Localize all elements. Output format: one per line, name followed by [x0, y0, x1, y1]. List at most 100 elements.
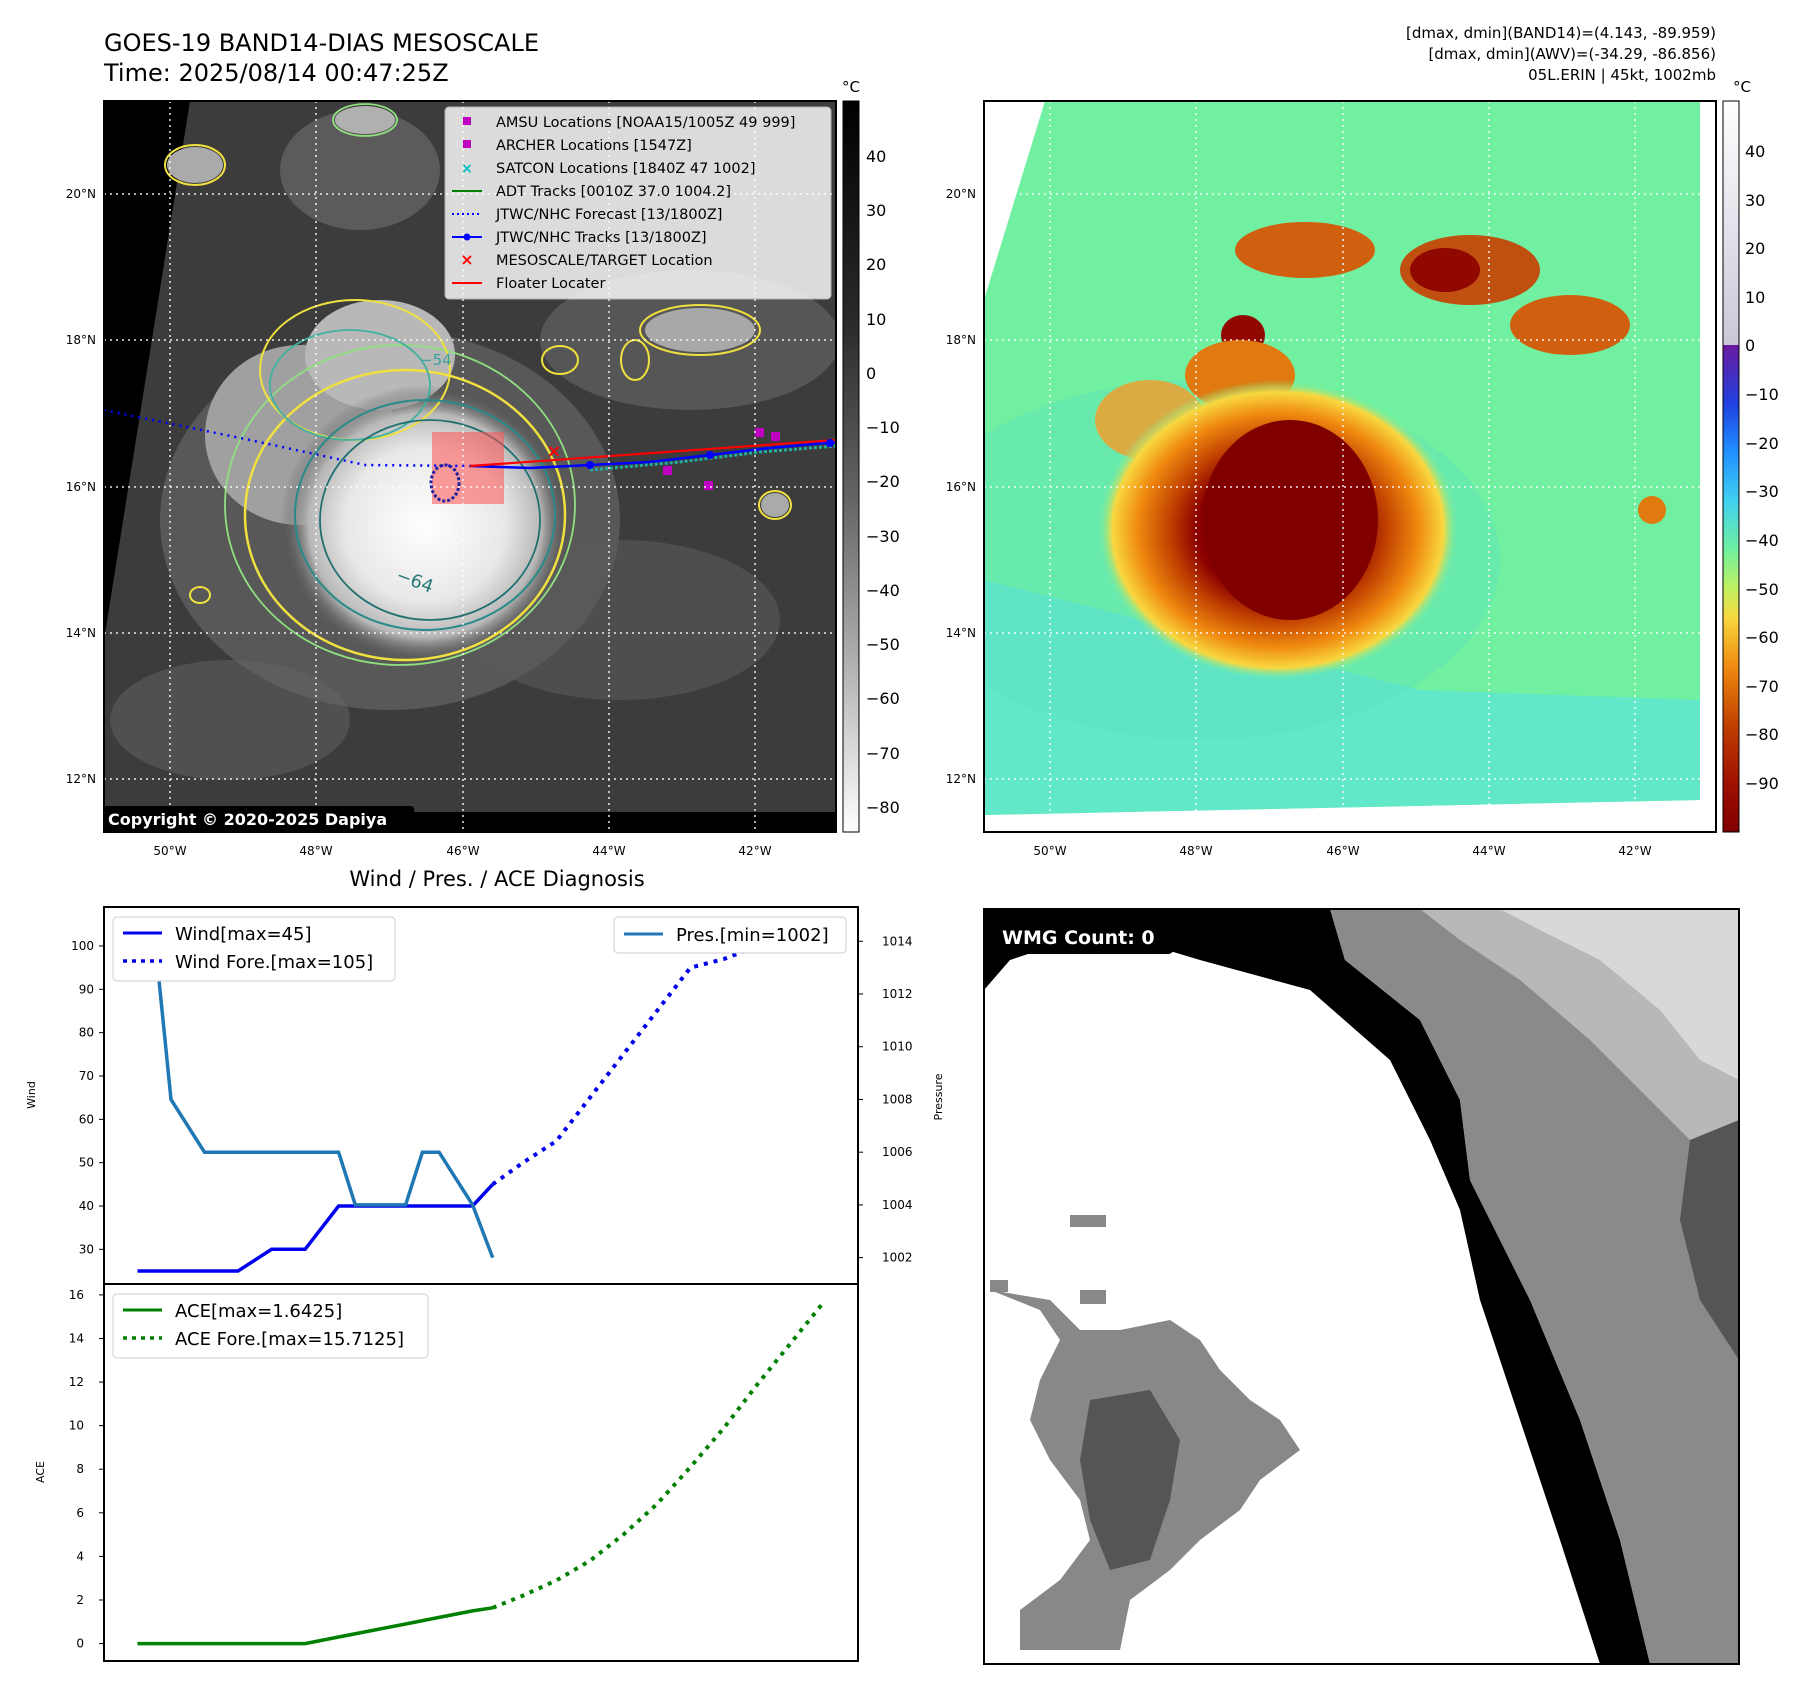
- x-tick-label: 46°W: [1326, 844, 1359, 858]
- figure-title-line1: GOES-19 BAND14-DIAS MESOSCALE: [104, 29, 539, 57]
- colorbar-tick: −50: [866, 635, 900, 654]
- y-tick-label: 80: [79, 1026, 94, 1040]
- amsu-marker: [755, 428, 764, 437]
- legend-label: SATCON Locations [1840Z 47 1002]: [496, 161, 755, 177]
- y-tick-label: 50: [79, 1156, 94, 1170]
- jtwc-track: [469, 440, 836, 470]
- series-line-0: [137, 1183, 494, 1273]
- colorbar-tick: −30: [1745, 482, 1779, 501]
- legend-label: JTWC/NHC Forecast [13/1800Z]: [495, 207, 722, 223]
- y-tick-label: 40: [79, 1199, 94, 1213]
- figure-title-line2: Time: 2025/08/14 00:47:25Z: [103, 59, 449, 87]
- wmg-panel: WMG Count: 0: [983, 908, 1740, 1665]
- y2-tick-label: 1008: [882, 1092, 913, 1106]
- colorbar-tick: −70: [866, 744, 900, 763]
- copyright-text: Copyright © 2020-2025 Dapiya: [108, 810, 387, 829]
- ir-colorbar: °C 40 30 20 10 0 −10 −20 −30 −40 −50 −60…: [842, 78, 900, 833]
- x-tick-label: 44°W: [1472, 844, 1505, 858]
- y2-tick-label: 1012: [882, 987, 913, 1001]
- y2-tick-label: 1002: [882, 1251, 913, 1265]
- colorbar-tick: 0: [1745, 336, 1755, 355]
- target-marker: ×: [546, 441, 561, 462]
- colorbar-tick: −40: [866, 581, 900, 600]
- colorbar-tick: 40: [866, 147, 886, 166]
- colorbar-tick: −80: [1745, 725, 1779, 744]
- colorbar-tick: 30: [866, 201, 886, 220]
- y-tick-label: 16: [69, 1288, 84, 1302]
- stats-line2: [dmax, dmin](AWV)=(-34.29, -86.856): [1428, 45, 1716, 63]
- svg-text:×: ×: [461, 161, 473, 177]
- contour-label-54: −54: [420, 351, 452, 369]
- colorbar-tick: −60: [866, 689, 900, 708]
- colorbar-tick: 10: [866, 310, 886, 329]
- wind-series-group: [137, 922, 826, 1273]
- x-tick-label: 42°W: [1618, 844, 1651, 858]
- stats-line1: [dmax, dmin](BAND14)=(4.143, -89.959): [1406, 24, 1716, 42]
- y-tick-label: 6: [76, 1506, 84, 1520]
- archer-cluster: [429, 463, 461, 503]
- y-tick-label: 14°N: [946, 626, 976, 640]
- legend-label: ARCHER Locations [1547Z]: [496, 138, 692, 154]
- y-tick-label: 90: [79, 982, 94, 996]
- y-tick-label: 60: [79, 1112, 94, 1126]
- y-tick-label: 30: [79, 1242, 94, 1256]
- colorbar-tick: −20: [1745, 434, 1779, 453]
- awv-grid: [984, 101, 1716, 832]
- jtwc-point: [826, 439, 834, 447]
- wind-y-ticks: 30 40 50 60 70 80 90 100: [71, 939, 104, 1256]
- colorbar-tick: −10: [866, 418, 900, 437]
- y-tick-label: 14°N: [66, 626, 96, 640]
- colorbar-tick: −90: [1745, 774, 1779, 793]
- legend-label: Floater Locater: [496, 276, 605, 292]
- y2-tick-label: 1014: [882, 934, 913, 948]
- wind-legend: Wind[max=45] Wind Fore.[max=105]: [112, 916, 396, 982]
- colorbar-tick: −50: [1745, 580, 1779, 599]
- amsu-marker: [663, 466, 672, 475]
- stats-line3: 05L.ERIN | 45kt, 1002mb: [1528, 66, 1716, 84]
- floater-line: [469, 438, 836, 468]
- adt-track: [589, 444, 836, 472]
- ace-series-group: [137, 1299, 827, 1646]
- series-line-2: [137, 931, 495, 1259]
- awv-y-ticks: 20°N 18°N 16°N 14°N 12°N: [946, 187, 976, 786]
- y-tick-label: 18°N: [66, 333, 96, 347]
- pressure-axis-label: Pressure: [932, 1073, 945, 1120]
- colorbar-tick: −10: [1745, 385, 1779, 404]
- y2-tick-label: 1006: [882, 1145, 913, 1159]
- wind-pressure-chart: Wind / Pres. / ACE Diagnosis Wind Pressu…: [25, 867, 945, 1285]
- awv-x-ticks: 50°W 48°W 46°W 44°W 42°W: [1033, 844, 1651, 858]
- ace-axis-label: ACE: [34, 1461, 47, 1483]
- y2-tick-label: 1004: [882, 1198, 913, 1212]
- colorbar-tick: −30: [866, 527, 900, 546]
- y2-tick-label: 1010: [882, 1040, 913, 1054]
- x-tick-label: 46°W: [446, 844, 479, 858]
- y-tick-label: 16°N: [946, 480, 976, 494]
- ace-series-line-0: [137, 1606, 493, 1646]
- colorbar-unit: °C: [1733, 78, 1751, 96]
- y-tick-label: 10: [69, 1419, 84, 1433]
- colorbar-tick: 20: [866, 255, 886, 274]
- wmg-count-label: WMG Count: 0: [1002, 927, 1155, 949]
- colorbar-tick: 20: [1745, 239, 1765, 258]
- y-tick-label: 14: [69, 1331, 84, 1345]
- x-tick-label: 44°W: [592, 844, 625, 858]
- chart-title: Wind / Pres. / ACE Diagnosis: [349, 867, 644, 891]
- awv-colorbar: °C 40 30 20 10 0 −10 −20 −30 −40 −50 −60…: [1722, 78, 1779, 833]
- amsu-marker: [704, 481, 713, 490]
- pressure-y-ticks: 1002 1004 1006 1008 1010 1012 1014: [858, 934, 913, 1265]
- ir-map-panel: −54 −64 ×: [66, 78, 900, 858]
- pressure-legend: Pres.[min=1002]: [613, 916, 847, 954]
- x-tick-label: 48°W: [1179, 844, 1212, 858]
- ace-chart: ACE 0 2 4 6 8 10 12 14 16 ACE[max=1.6425] ACE Fo…: [34, 1283, 859, 1662]
- awv-map-panel: 20°N 18°N 16°N 14°N 12°N 50°W 48°W 46°W …: [946, 78, 1779, 858]
- colorbar-tick: −80: [866, 798, 900, 817]
- y-tick-label: 8: [76, 1462, 84, 1476]
- ace-series-line-1: [491, 1299, 827, 1610]
- y-tick-label: 4: [76, 1549, 84, 1563]
- legend-label: ACE[max=1.6425]: [175, 1301, 342, 1322]
- x-tick-label: 42°W: [738, 844, 771, 858]
- legend-label: MESOSCALE/TARGET Location: [496, 253, 713, 269]
- jtwc-point: [586, 461, 594, 469]
- svg-text:×: ×: [460, 250, 473, 269]
